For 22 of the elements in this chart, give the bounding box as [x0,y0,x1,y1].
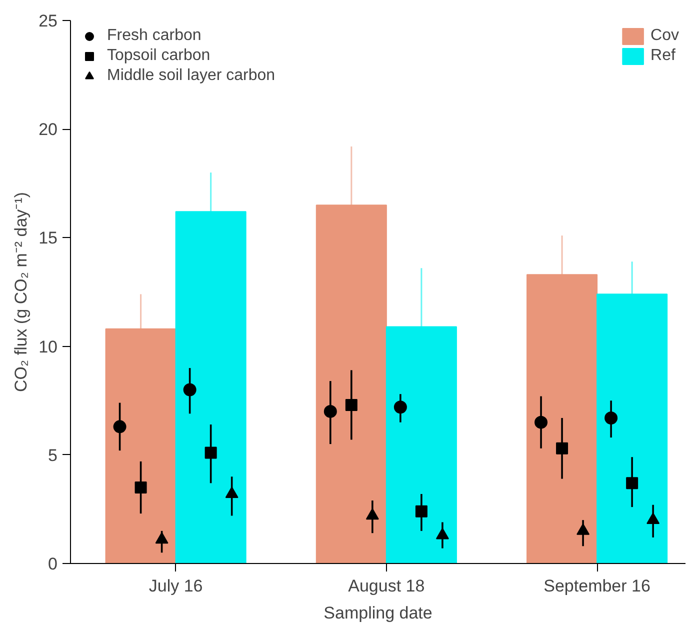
y-tick-label: 0 [48,554,58,574]
bar [386,326,457,564]
x-tick-label: August 18 [348,576,425,596]
y-tick-label: 25 [38,12,58,30]
y-tick-label: 10 [38,337,58,356]
x-tick-label: September 16 [544,576,650,596]
legend-label: Cov [650,26,679,46]
bar [175,211,246,564]
y-tick-label: 15 [38,228,58,248]
legend-label: Ref [650,46,676,66]
bar [105,328,176,564]
legend-label: Fresh carbon [107,26,202,46]
y-axis-title: CO₂ flux (g CO₂ m⁻² day⁻¹) [12,192,31,392]
bar [316,204,387,564]
y-tick-label: 20 [38,120,58,140]
x-axis-title: Sampling date [324,604,432,622]
legend-label: Middle soil layer carbon [107,66,276,86]
y-tick-label: 5 [48,446,58,465]
legend-label: Topsoil carbon [107,46,210,66]
bar [596,294,668,564]
bar [526,274,598,564]
x-tick-label: July 16 [148,576,203,596]
